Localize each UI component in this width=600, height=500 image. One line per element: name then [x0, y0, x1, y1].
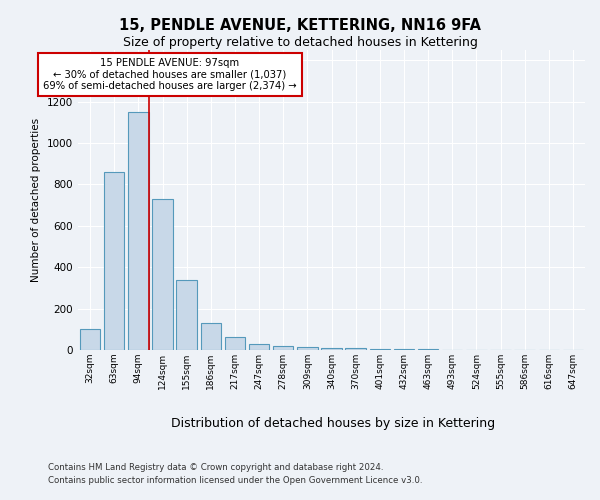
- Bar: [321, 348, 342, 350]
- Bar: [80, 330, 100, 350]
- Y-axis label: Number of detached properties: Number of detached properties: [31, 118, 41, 282]
- Bar: [128, 112, 149, 350]
- Bar: [346, 348, 366, 350]
- Bar: [297, 347, 317, 350]
- Bar: [224, 336, 245, 350]
- Text: 15, PENDLE AVENUE, KETTERING, NN16 9FA: 15, PENDLE AVENUE, KETTERING, NN16 9FA: [119, 18, 481, 32]
- Bar: [104, 172, 124, 350]
- Bar: [273, 346, 293, 350]
- Bar: [200, 323, 221, 350]
- Text: Contains public sector information licensed under the Open Government Licence v3: Contains public sector information licen…: [48, 476, 422, 485]
- Bar: [370, 349, 390, 350]
- Text: Size of property relative to detached houses in Kettering: Size of property relative to detached ho…: [122, 36, 478, 49]
- Text: 15 PENDLE AVENUE: 97sqm
← 30% of detached houses are smaller (1,037)
69% of semi: 15 PENDLE AVENUE: 97sqm ← 30% of detache…: [43, 58, 296, 92]
- Bar: [176, 280, 197, 350]
- Text: Distribution of detached houses by size in Kettering: Distribution of detached houses by size …: [171, 418, 495, 430]
- Bar: [152, 199, 173, 350]
- Text: Contains HM Land Registry data © Crown copyright and database right 2024.: Contains HM Land Registry data © Crown c…: [48, 462, 383, 471]
- Bar: [394, 349, 414, 350]
- Bar: [249, 344, 269, 350]
